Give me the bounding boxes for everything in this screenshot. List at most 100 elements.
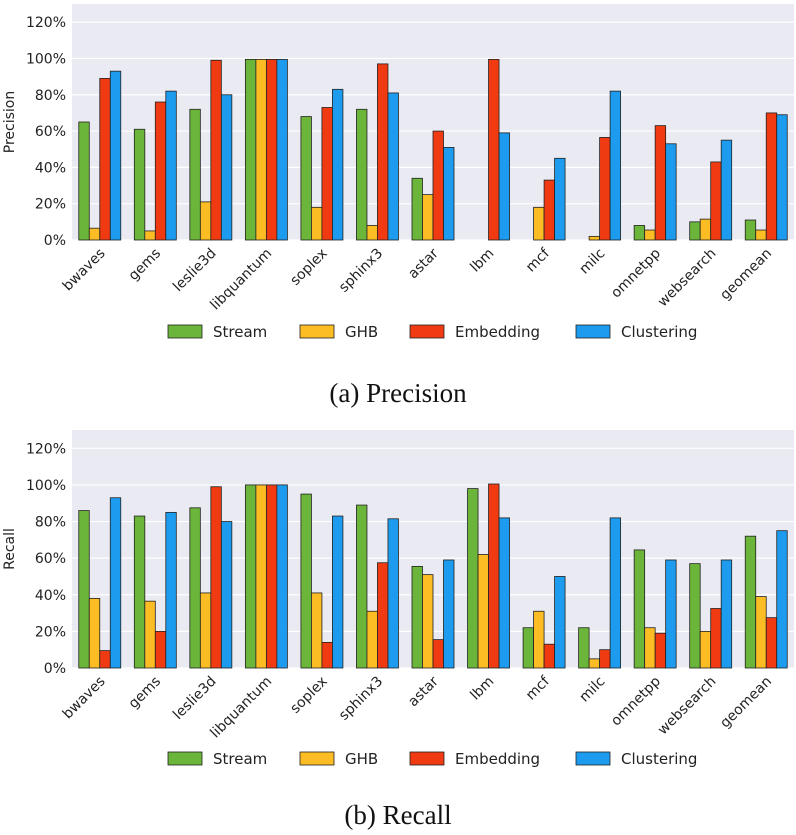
bar-ghb-mcf	[533, 610, 545, 669]
bar-clustering-mcf	[554, 576, 566, 669]
x-tick-label: leslie3d	[170, 674, 219, 723]
bar-stream-leslie3d	[189, 108, 201, 241]
bar-clustering-omnetpp	[665, 559, 677, 669]
y-tick-label: 100%	[26, 478, 66, 494]
bar-clustering-milc	[609, 90, 622, 241]
bar-clustering-leslie3d	[220, 521, 233, 669]
bar-ghb-sphinx3	[366, 225, 378, 241]
bar-clustering-bwaves	[109, 497, 122, 669]
bar-stream-milc	[578, 627, 590, 669]
bar-embedding-mcf	[543, 643, 555, 669]
bar-embedding-libquantum	[265, 484, 278, 669]
legend-swatch-embedding	[409, 751, 445, 766]
x-tick-label: bwaves	[60, 674, 109, 723]
bar-stream-sphinx3	[356, 504, 368, 669]
bar-ghb-mcf	[533, 206, 545, 241]
bar-stream-websearch	[689, 221, 701, 241]
bar-clustering-astar	[443, 147, 455, 241]
y-tick-label: 100%	[26, 51, 66, 67]
bar-clustering-astar	[443, 559, 455, 669]
bar-clustering-lbm	[498, 132, 510, 241]
bar-embedding-geomean	[765, 617, 778, 669]
bar-clustering-websearch	[720, 139, 733, 241]
bar-stream-soplex	[300, 116, 312, 241]
legend-swatch-clustering	[575, 324, 611, 339]
bar-stream-lbm	[467, 488, 479, 669]
x-tick-label: mcf	[523, 673, 554, 704]
x-tick-label: astar	[405, 245, 442, 282]
x-tick-label: lbm	[467, 674, 497, 704]
bar-ghb-milc	[588, 235, 601, 241]
legend-label-ghb: GHB	[345, 323, 378, 341]
bar-stream-sphinx3	[356, 108, 368, 241]
bar-ghb-leslie3d	[199, 201, 212, 241]
legend-swatch-stream	[167, 751, 203, 766]
bar-embedding-gems	[154, 630, 167, 669]
bar-ghb-omnetpp	[644, 627, 656, 669]
bar-embedding-milc	[599, 137, 611, 241]
bar-embedding-geomean	[765, 112, 778, 241]
bar-embedding-gems	[154, 101, 167, 241]
bar-embedding-soplex	[321, 107, 333, 241]
bar-embedding-omnetpp	[654, 632, 667, 669]
legend-label-stream: Stream	[213, 750, 267, 768]
x-tick-label: leslie3d	[170, 246, 219, 295]
bar-stream-gems	[133, 515, 146, 669]
y-tick-label: 80%	[35, 515, 66, 531]
x-tick-label: gems	[126, 674, 164, 712]
x-tick-label: bwaves	[60, 246, 109, 295]
bar-ghb-leslie3d	[199, 592, 212, 669]
bar-embedding-mcf	[543, 179, 555, 241]
y-tick-label: 20%	[35, 624, 66, 640]
bar-clustering-sphinx3	[387, 92, 399, 241]
x-tick-label: geomean	[717, 246, 775, 304]
legend-label-clustering: Clustering	[621, 323, 697, 341]
bar-clustering-gems	[165, 511, 177, 669]
y-axis-label: Recall	[2, 528, 18, 570]
bar-clustering-mcf	[554, 157, 566, 241]
bar-ghb-sphinx3	[366, 610, 378, 669]
bar-clustering-soplex	[332, 515, 344, 669]
legend-label-embedding: Embedding	[455, 750, 540, 768]
bar-stream-leslie3d	[189, 507, 201, 669]
bar-ghb-libquantum	[255, 58, 267, 241]
bar-ghb-omnetpp	[644, 229, 656, 241]
bar-clustering-leslie3d	[220, 94, 233, 241]
bar-stream-websearch	[689, 563, 701, 669]
bar-embedding-lbm	[488, 483, 500, 669]
bar-stream-soplex	[300, 493, 312, 669]
bar-embedding-sphinx3	[377, 63, 389, 241]
bar-ghb-milc	[588, 658, 601, 669]
bar-embedding-bwaves	[99, 650, 111, 669]
bar-embedding-websearch	[710, 161, 722, 241]
bar-clustering-lbm	[498, 517, 510, 669]
y-tick-label: 120%	[26, 441, 66, 457]
precision-chart: 0% 20% 40% 60% 80% 100% 120% Precision bwaves gem…	[0, 0, 796, 410]
x-tick-label: omnetpp	[608, 245, 664, 301]
bar-stream-geomean	[744, 219, 757, 241]
bar-clustering-gems	[165, 90, 177, 241]
legend-swatch-embedding	[409, 324, 445, 339]
legend-label-ghb: GHB	[345, 750, 378, 768]
bar-stream-bwaves	[78, 510, 90, 669]
x-tick-label: soplex	[287, 246, 330, 289]
x-tick-label: sphinx3	[336, 674, 386, 724]
legend-label-embedding: Embedding	[455, 323, 540, 341]
bar-clustering-libquantum	[276, 484, 288, 669]
figure-caption: (a) Precision	[329, 378, 467, 408]
x-tick-label: mcf	[523, 245, 554, 276]
bar-stream-astar	[411, 177, 423, 241]
x-tick-label: websearch	[655, 246, 720, 311]
bar-embedding-lbm	[488, 58, 500, 241]
bar-embedding-astar	[432, 639, 444, 669]
y-tick-label: 80%	[35, 88, 66, 104]
bar-ghb-lbm	[477, 554, 489, 669]
legend-swatch-ghb	[299, 324, 335, 339]
bar-ghb-bwaves	[88, 227, 101, 241]
y-tick-label: 40%	[35, 588, 66, 604]
figure-caption: (b) Recall	[344, 800, 451, 830]
bar-stream-gems	[133, 128, 146, 241]
bar-embedding-milc	[599, 649, 611, 669]
bar-stream-astar	[411, 565, 423, 669]
legend-swatch-stream	[167, 324, 203, 339]
